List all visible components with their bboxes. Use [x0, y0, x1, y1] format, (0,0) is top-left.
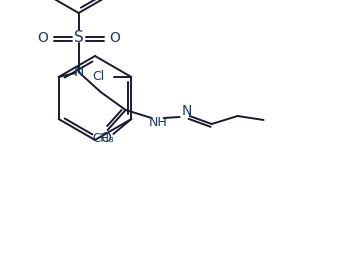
Text: CH₃: CH₃ — [93, 133, 114, 145]
Text: O: O — [100, 131, 111, 145]
Text: O: O — [109, 31, 120, 45]
Text: N: N — [181, 104, 192, 118]
Text: O: O — [37, 31, 48, 45]
Text: S: S — [74, 29, 84, 44]
Text: N: N — [73, 65, 84, 79]
Text: NH: NH — [148, 115, 167, 129]
Text: Cl: Cl — [92, 70, 104, 83]
